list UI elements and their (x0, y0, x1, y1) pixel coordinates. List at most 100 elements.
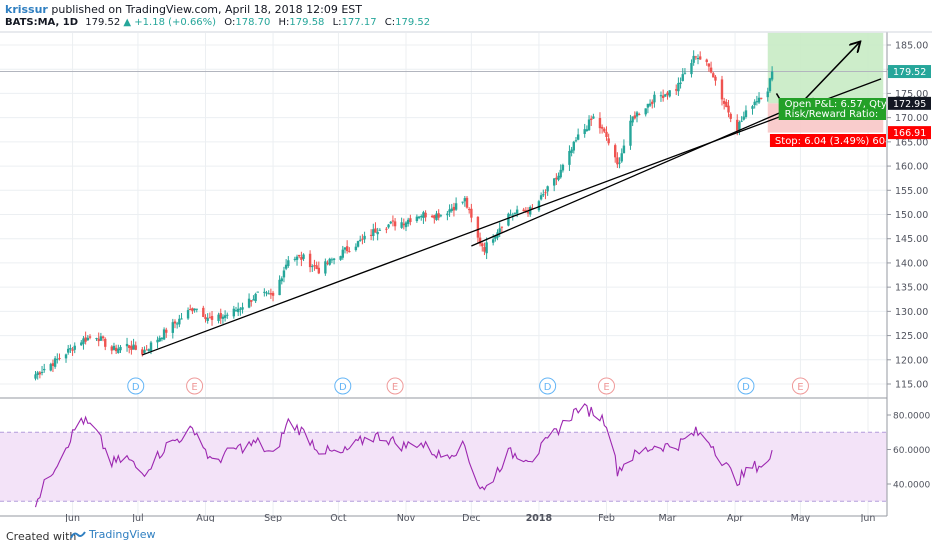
candle-body (300, 256, 303, 260)
time-tick-label: Nov (397, 513, 416, 522)
candle-up (635, 110, 639, 123)
candle-body (280, 278, 283, 282)
candle-body (189, 309, 192, 311)
candle-body (195, 308, 198, 310)
candle-down (409, 214, 412, 226)
earnings-marker[interactable]: E (597, 377, 615, 395)
candle-up (132, 338, 135, 350)
candle-up (755, 95, 759, 106)
candle-body (422, 212, 425, 219)
candle-body (661, 95, 665, 98)
dividend-marker[interactable]: D (127, 377, 145, 395)
candle-down (134, 341, 137, 351)
candle-body (585, 129, 589, 132)
candle-body (465, 197, 469, 208)
candle-down (666, 91, 669, 100)
candle-up (692, 50, 695, 66)
candle-up (757, 92, 761, 105)
candle-up (193, 308, 196, 313)
dividend-marker[interactable]: D (539, 377, 557, 395)
candle-down (725, 99, 728, 108)
candle-body (448, 209, 451, 213)
candle-body (119, 346, 122, 351)
pnl-label-box (778, 98, 886, 120)
candle-up (751, 104, 754, 115)
candle-up (267, 290, 270, 295)
symbol-legend: BATS:MA, 1D 179.52 ▲ +1.18 (+0.66%) O:17… (5, 17, 430, 28)
candle-body (707, 63, 711, 67)
dividend-marker[interactable]: D (737, 377, 755, 395)
candle-body (629, 120, 632, 146)
candle-up (232, 305, 236, 319)
candle-body (332, 258, 336, 260)
rsi-axis: 40.0000 60.0000 80.0000 (887, 412, 930, 491)
footer: Created with TradingView (0, 522, 932, 550)
candle-body (254, 293, 257, 302)
price-tick-label: 145.00 (895, 234, 928, 245)
candle-body (494, 236, 497, 239)
candle-body (714, 76, 717, 81)
candle-up (753, 99, 756, 109)
price-label: 166.91 (893, 128, 926, 139)
candle-up (683, 68, 687, 75)
author-name[interactable]: krissur (5, 3, 48, 16)
candle-up (485, 237, 488, 260)
candle-up (265, 290, 268, 297)
candle-up (284, 259, 288, 271)
candle-body (406, 219, 410, 224)
candle-body (435, 213, 438, 221)
candle-up (158, 335, 161, 342)
candle-body (143, 350, 146, 353)
candle-body (568, 151, 571, 165)
symbol-name[interactable]: BATS:MA, 1D (5, 17, 79, 28)
candle-body (66, 348, 70, 353)
candle-up (387, 223, 390, 229)
candle-up (622, 139, 626, 154)
candle-body (709, 67, 713, 73)
price-tick-label: 120.00 (895, 355, 928, 366)
earnings-marker[interactable]: E (386, 377, 404, 395)
candle-body (311, 266, 314, 268)
candle-body (247, 298, 251, 308)
candle-down (130, 340, 133, 355)
dividend-marker[interactable]: D (334, 377, 352, 395)
candle-body (117, 348, 120, 354)
candle-down (250, 300, 253, 307)
price-axis: 115.00 120.00 125.00 130.00 135.00 140.00 145.… (886, 32, 928, 516)
candle-body (186, 310, 190, 319)
candle-up (125, 337, 129, 352)
candle-body (531, 207, 534, 209)
candle-body (648, 103, 652, 106)
earnings-marker[interactable]: E (186, 377, 204, 395)
candle-body (722, 100, 726, 104)
candle-body (404, 222, 408, 228)
candle-up (341, 245, 344, 260)
candle-up (570, 146, 573, 157)
candle-body (653, 94, 656, 103)
candle-body (226, 314, 229, 316)
tradingview-brand[interactable]: TradingView (70, 528, 155, 541)
price-tick-label: 130.00 (895, 307, 928, 318)
event-label: E (191, 382, 197, 393)
candle-down (522, 207, 525, 212)
rsi-tick-label: 40.0000 (893, 481, 930, 491)
candle-body (38, 372, 42, 375)
price-tick-label: 125.00 (895, 331, 928, 342)
earnings-marker[interactable]: E (791, 377, 809, 395)
price-tick-label: 140.00 (895, 258, 928, 269)
candle-body (515, 209, 519, 214)
open-value: 178.70 (235, 17, 271, 28)
candle-up (574, 137, 578, 143)
candle-up (644, 108, 647, 117)
candle-down (88, 334, 92, 340)
candle-down (603, 127, 606, 134)
candle-body (313, 265, 316, 267)
candle-body (265, 292, 268, 294)
candle-up (770, 66, 774, 82)
candle-body (725, 102, 728, 108)
candle-down (651, 99, 654, 109)
candle-body (478, 237, 482, 244)
candle-down (369, 229, 373, 241)
candle-up (653, 91, 656, 108)
